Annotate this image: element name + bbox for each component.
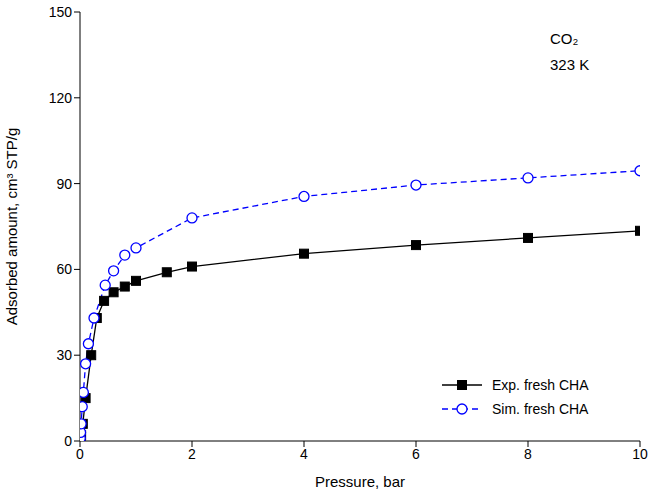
html-text:CO₂: CO₂ [550, 30, 579, 47]
html-text:323 K: 323 K [550, 56, 590, 73]
svg-text:30: 30 [56, 347, 72, 363]
html-text:Sim. fresh CHA: Sim. fresh CHA [492, 401, 589, 417]
svg-text:6: 6 [412, 446, 420, 462]
svg-text:60: 60 [56, 261, 72, 277]
svg-text:2: 2 [188, 446, 196, 462]
svg-text:Pressure, bar: Pressure, bar [315, 473, 405, 490]
svg-text:Adsorbed amount, cm³ STP/g: Adsorbed amount, cm³ STP/g [3, 128, 20, 326]
svg-text:150: 150 [49, 4, 73, 20]
svg-text:10: 10 [632, 446, 648, 462]
svg-text:4: 4 [300, 446, 308, 462]
svg-text:8: 8 [524, 446, 532, 462]
html-text:Exp. fresh CHA: Exp. fresh CHA [492, 377, 589, 393]
svg-text:120: 120 [49, 90, 73, 106]
svg-text:90: 90 [56, 176, 72, 192]
svg-text:0: 0 [76, 446, 84, 462]
svg-text:0: 0 [64, 433, 72, 449]
